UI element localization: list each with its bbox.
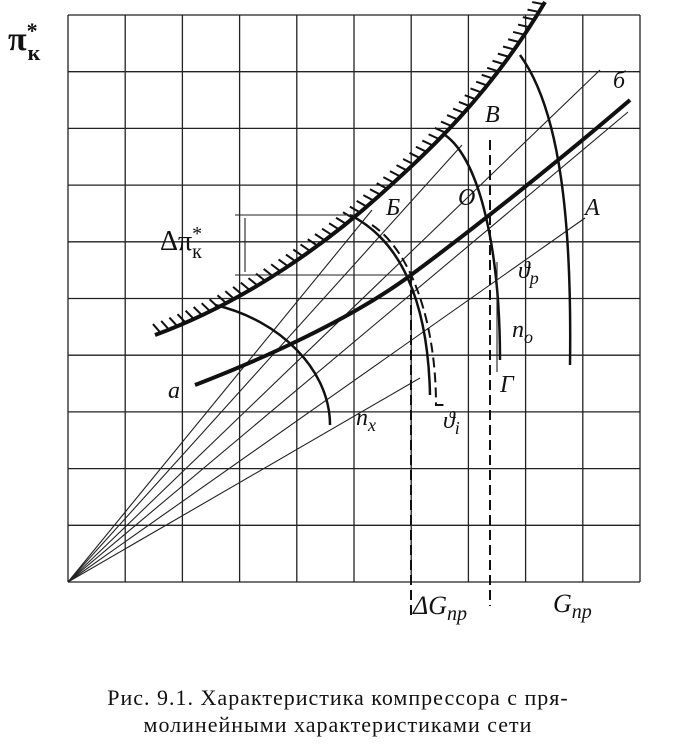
hatch-mark — [292, 248, 304, 258]
hatch-mark — [434, 127, 446, 134]
curve-label: ϑi — [443, 408, 460, 438]
delta-pi-bracket — [235, 214, 411, 276]
hatch-mark — [464, 94, 477, 101]
hatch-mark — [409, 152, 421, 159]
hatch-mark — [402, 158, 414, 166]
point-label: Б — [385, 195, 400, 221]
hatch-mark — [321, 227, 333, 236]
hatch-mark — [376, 182, 388, 190]
hatch-mark — [486, 66, 499, 73]
hatch-mark — [168, 316, 179, 327]
hatch-mark — [522, 16, 535, 21]
hatch-mark — [458, 100, 471, 108]
hatch-mark — [481, 73, 494, 80]
delta-g-label: ΔGпр — [412, 591, 467, 625]
hatch-mark — [531, 1, 544, 6]
hatch-mark — [497, 52, 510, 58]
hatch-mark — [200, 302, 211, 313]
hatch-mark — [362, 194, 375, 202]
hatch-mark — [440, 120, 453, 128]
caption-line: молинейными характеристиками сети — [144, 712, 533, 737]
delta-pi-label: Δπ* к — [160, 223, 202, 263]
hatch-mark — [224, 290, 235, 300]
hatch-mark — [527, 8, 540, 13]
operating-line — [194, 98, 632, 387]
hatch-mark — [216, 294, 227, 304]
hatch-mark — [285, 253, 297, 263]
hatch-mark — [299, 243, 311, 252]
caption-line: Рис. 9.1. Характеристика компрессора с п… — [107, 685, 568, 710]
curve-label: nх — [356, 405, 376, 435]
x-axis-label: Gпр — [553, 589, 592, 623]
hatch-mark — [502, 45, 515, 51]
hatch-mark — [396, 164, 408, 172]
point-label: Г — [499, 372, 515, 398]
hatch-mark — [349, 205, 361, 214]
surge-hatching — [152, 1, 544, 334]
hatch-mark — [314, 233, 326, 242]
network-lines — [67, 69, 629, 583]
point-label: б — [613, 68, 626, 94]
dashed-guides — [410, 140, 498, 618]
hatch-mark — [335, 216, 347, 225]
hatch-mark — [512, 30, 525, 36]
hatch-mark — [307, 238, 319, 247]
hatch-mark — [277, 258, 289, 268]
point-label: а — [168, 378, 180, 404]
hatch-mark — [247, 277, 259, 287]
hatch-mark — [328, 222, 340, 231]
hatch-mark — [232, 286, 243, 296]
hatch-mark — [356, 199, 368, 208]
point-label: О — [458, 185, 475, 211]
hatch-mark — [270, 263, 282, 273]
y-axis-label: π* к — [8, 18, 41, 65]
hatch-mark — [452, 107, 465, 114]
hatch-mark — [192, 306, 203, 316]
hatch-mark — [446, 114, 459, 121]
grid — [67, 14, 641, 583]
curve-label: ϑр — [518, 258, 539, 288]
hatch-mark — [428, 133, 440, 141]
hatch-mark — [184, 309, 195, 320]
speed-lines — [214, 54, 572, 426]
point-label: А — [583, 195, 600, 221]
hatch-mark — [389, 170, 401, 178]
hatch-mark — [507, 38, 520, 44]
hatch-mark — [382, 176, 395, 184]
point-label: В — [485, 102, 500, 128]
hatch-mark — [240, 281, 251, 291]
surge-line — [154, 0, 547, 337]
hatch-mark — [421, 139, 434, 147]
hatch-mark — [176, 313, 187, 324]
hatch-mark — [492, 59, 505, 66]
curve-label: nо — [512, 317, 533, 347]
hatch-mark — [415, 145, 427, 153]
hatch-mark — [470, 87, 482, 94]
hatch-mark — [152, 323, 162, 334]
hatch-mark — [475, 80, 488, 87]
hatch-mark — [369, 188, 381, 196]
hatch-mark — [517, 23, 530, 29]
hatch-mark — [160, 320, 170, 331]
